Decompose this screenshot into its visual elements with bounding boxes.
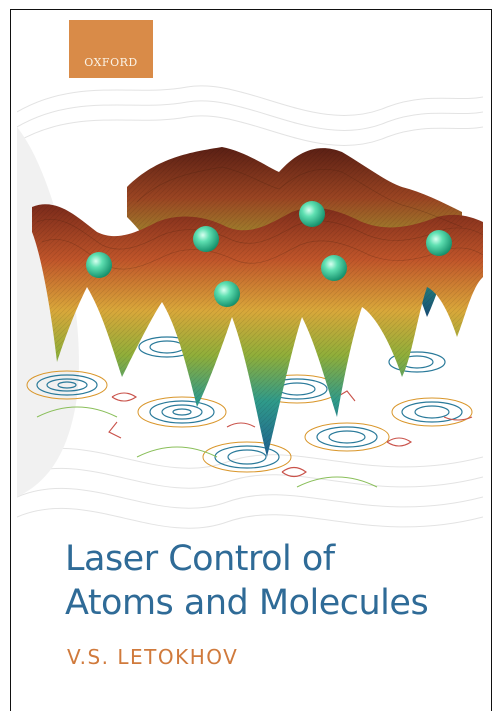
cover-frame-left xyxy=(10,9,11,711)
contour-rings xyxy=(26,336,473,488)
atom-spheres xyxy=(86,201,452,307)
publisher-badge: OXFORD xyxy=(69,20,153,78)
cover-frame-right xyxy=(491,9,492,711)
book-author: V.S. LETOKHOV xyxy=(67,645,239,669)
book-title: Laser Control of Atoms and Molecules xyxy=(65,537,429,625)
publisher-name: OXFORD xyxy=(84,56,138,69)
book-cover: OXFORD Laser Control of Atoms and Molecu… xyxy=(17,17,483,711)
book-title-line-1: Laser Control of xyxy=(65,539,335,579)
background-waves xyxy=(17,85,483,529)
cover-frame-top xyxy=(10,9,492,10)
book-title-line-2: Atoms and Molecules xyxy=(65,583,429,623)
potential-surface-illustration xyxy=(17,85,483,529)
